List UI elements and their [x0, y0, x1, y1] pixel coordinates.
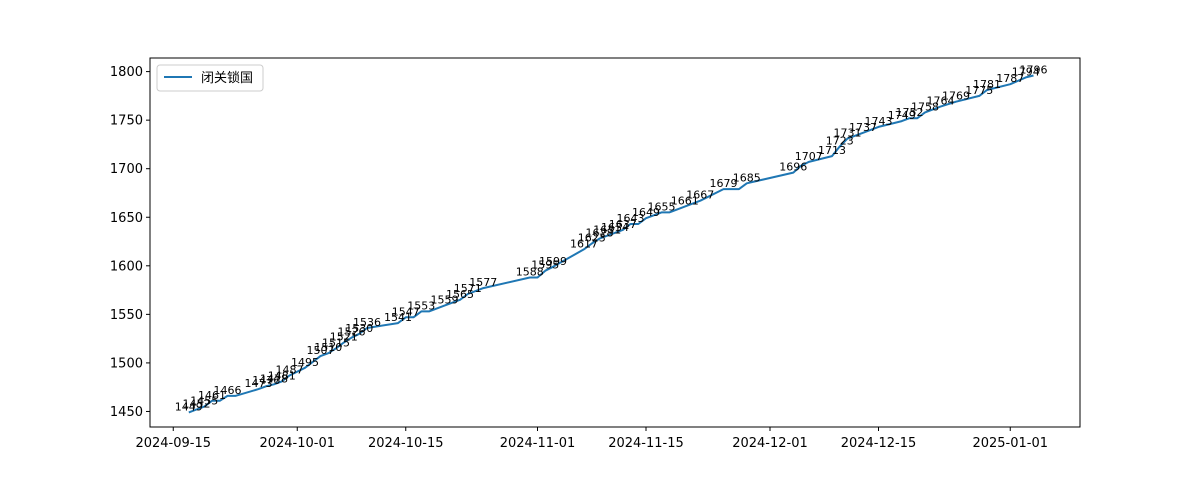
- y-tick-label: 1700: [110, 162, 143, 177]
- data-label: 1707: [795, 150, 823, 163]
- data-label: 1637: [609, 218, 637, 231]
- data-label: 1655: [648, 200, 676, 213]
- data-label: 1466: [214, 384, 242, 397]
- data-label: 1599: [539, 255, 567, 268]
- data-label: 1679: [710, 177, 738, 190]
- data-label: 1547: [392, 305, 420, 318]
- y-tick-label: 1800: [110, 65, 143, 80]
- data-label: 1617: [570, 237, 598, 250]
- series-line: [188, 74, 1034, 414]
- data-label: 1796: [1020, 64, 1048, 77]
- data-label: 1764: [927, 95, 955, 108]
- data-label: 1634: [601, 221, 629, 234]
- data-label: 1559: [431, 294, 459, 307]
- data-label: 1478: [260, 372, 288, 385]
- data-label: 1643: [617, 212, 645, 225]
- x-tick-label: 2024-09-15: [135, 436, 211, 451]
- data-label: 1595: [531, 259, 559, 272]
- data-label: 1473: [245, 377, 273, 390]
- x-tick-label: 2024-12-01: [732, 436, 808, 451]
- y-tick-label: 1750: [110, 114, 143, 129]
- data-label: 1526: [338, 326, 366, 339]
- data-label: 1723: [826, 134, 854, 147]
- data-label: 1530: [345, 322, 373, 335]
- y-tick-label: 1650: [110, 211, 143, 226]
- data-label: 1481: [268, 369, 296, 382]
- y-tick-label: 1450: [110, 405, 143, 420]
- data-label: 1631: [593, 224, 621, 237]
- data-label: 1487: [276, 364, 304, 377]
- data-label: 1794: [1012, 65, 1040, 78]
- data-label: 1521: [330, 331, 358, 344]
- legend: 闭关锁国: [156, 64, 264, 92]
- data-label: 1623: [578, 232, 606, 245]
- x-tick-label: 2024-11-01: [500, 436, 576, 451]
- data-label: 1649: [632, 206, 660, 219]
- data-label: 1452: [183, 398, 211, 411]
- data-label: 1752: [896, 106, 924, 119]
- data-label: 1713: [818, 144, 846, 157]
- x-tick-label: 2024-10-01: [259, 436, 335, 451]
- data-label: 1510: [314, 341, 342, 354]
- data-label: 1571: [454, 282, 482, 295]
- data-label: 1476: [252, 374, 280, 387]
- data-label: 1577: [469, 276, 497, 289]
- data-label: 1628: [586, 227, 614, 240]
- x-tick-label: 2025-01-01: [972, 436, 1048, 451]
- data-label: 1696: [779, 161, 807, 174]
- data-label: 1515: [322, 336, 350, 349]
- x-tick-label: 2024-10-15: [368, 436, 444, 451]
- data-label: 1455: [190, 395, 218, 408]
- legend-entry-label: 闭关锁国: [201, 70, 253, 86]
- data-label: 1536: [353, 316, 381, 329]
- plot-area: 1449145214551461146614731476147814811487…: [175, 64, 1048, 414]
- data-label: 1449: [175, 400, 203, 413]
- y-tick-label: 1500: [110, 356, 143, 371]
- data-label: 1495: [291, 356, 319, 369]
- data-label: 1685: [733, 171, 761, 184]
- data-label: 1553: [407, 299, 435, 312]
- axes-frame: [149, 57, 1081, 428]
- axis-ticks: 2024-09-15 2024-10-01 2024-10-15 2024-11-01…: [110, 65, 1048, 451]
- data-label: 1661: [671, 195, 699, 208]
- data-label: 1565: [446, 288, 474, 301]
- data-label: 1461: [198, 389, 226, 402]
- data-label: 1541: [384, 311, 412, 324]
- data-label: 1737: [849, 121, 877, 134]
- x-tick-label: 2024-12-15: [841, 436, 917, 451]
- y-tick-label: 1550: [110, 308, 143, 323]
- data-label: 1731: [834, 127, 862, 140]
- data-label: 1749: [888, 109, 916, 122]
- legend-box: [156, 64, 264, 92]
- x-tick-label: 2024-11-15: [608, 436, 684, 451]
- data-label: 1775: [965, 84, 993, 97]
- y-tick-label: 1600: [110, 259, 143, 274]
- data-label: 1787: [996, 72, 1024, 85]
- data-label: 1743: [865, 115, 893, 128]
- data-label: 1667: [686, 189, 714, 202]
- data-label: 1588: [516, 266, 544, 279]
- data-label: 1769: [942, 90, 970, 103]
- data-label: 1781: [973, 78, 1001, 91]
- data-label: 1758: [911, 100, 939, 113]
- data-label: 1507: [307, 344, 335, 357]
